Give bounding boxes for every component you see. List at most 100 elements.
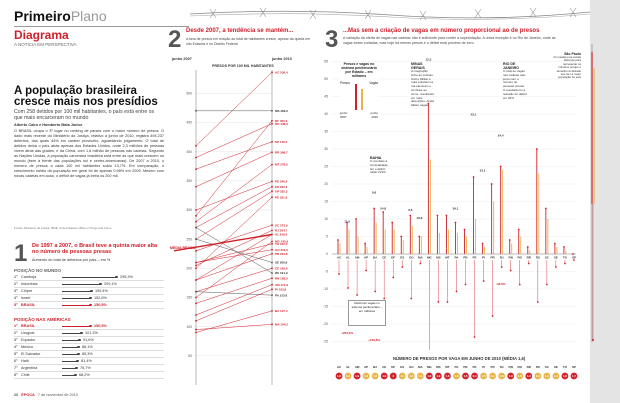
value-label: 11,9 bbox=[344, 219, 350, 223]
legend-box: Presos e vagas no sistema penitenciário … bbox=[340, 62, 378, 126]
slope-dot-right bbox=[271, 71, 273, 74]
ratio-value: 1,8 bbox=[509, 374, 513, 378]
slope-line bbox=[195, 224, 273, 252]
tick-label: 50 bbox=[188, 354, 192, 358]
ratio-circle bbox=[570, 372, 578, 380]
state-label: RS 191,9 bbox=[275, 271, 288, 275]
slope-dot-right bbox=[271, 229, 273, 232]
ratio-state: MG bbox=[427, 365, 432, 369]
rank-country: Indonésia bbox=[21, 282, 38, 286]
slope-dot-left bbox=[195, 264, 197, 267]
rank-position: 2º bbox=[14, 331, 18, 335]
rank-country: Chile bbox=[21, 373, 30, 377]
section-title: Primeiro bbox=[14, 8, 71, 24]
world-rank-label: POSIÇÃO NO MUNDO bbox=[14, 268, 62, 273]
slope-dot-left bbox=[195, 296, 197, 299]
rank-position: 5º bbox=[14, 352, 18, 356]
ratio-state: MT bbox=[445, 365, 449, 369]
ratio-circle bbox=[407, 372, 415, 380]
rank-country: Uruguai bbox=[21, 331, 35, 335]
deficit-dot bbox=[509, 269, 512, 272]
slope-line bbox=[195, 324, 273, 330]
state-label: RO 448,3 bbox=[275, 122, 288, 126]
barbed-wire-decoration bbox=[190, 7, 590, 21]
americas-rank-label: POSIÇÃO NAS AMÉRICAS bbox=[14, 317, 71, 322]
main-deck: Com 258 detidos por 100 mil habitantes, … bbox=[14, 109, 155, 121]
state-label: RJ 264,7 bbox=[275, 229, 288, 233]
slope-dot-right bbox=[271, 248, 273, 251]
deficit-value: +169,8% bbox=[368, 338, 380, 342]
ratio-state: BA bbox=[373, 365, 378, 369]
rank-dot bbox=[90, 289, 93, 293]
deficit-dot bbox=[383, 297, 386, 300]
state-label: PA bbox=[455, 256, 460, 260]
axis-label: PRESOS POR 100 MIL HABITANTES bbox=[212, 64, 274, 68]
rank-row: 1º BRASIL 150,5% bbox=[14, 323, 164, 330]
slope-dot-right bbox=[271, 294, 273, 297]
rank-position: 6º bbox=[14, 359, 18, 363]
rank-position: 5º bbox=[14, 303, 18, 307]
slope-line bbox=[195, 72, 273, 147]
presos-dot bbox=[553, 242, 556, 245]
deficit-dot bbox=[356, 294, 358, 296]
value-label: 54,8 bbox=[380, 206, 386, 210]
tick-label: -10 bbox=[323, 287, 328, 291]
note-minas-gerais: MINAS GERAIS A integração entre as políc… bbox=[411, 62, 435, 108]
value-label: 16,8 bbox=[416, 216, 422, 220]
ratio-state: DF bbox=[391, 365, 395, 369]
rank-value: 91,6% bbox=[83, 338, 94, 342]
ratio-circle bbox=[435, 372, 442, 380]
rank-position: 7º bbox=[14, 366, 18, 370]
section-subtitle: Plano bbox=[70, 8, 107, 24]
section3-deck: A variação da oferta de vagas nas cadeia… bbox=[343, 36, 556, 45]
legend-presos: Presos bbox=[340, 81, 350, 85]
state-label: MT bbox=[445, 256, 449, 260]
deficit-dot bbox=[491, 315, 494, 317]
rank-row: 2º Indonésia 209,1% bbox=[14, 281, 164, 288]
presos-dot bbox=[409, 214, 412, 217]
rank-dot bbox=[77, 345, 80, 349]
slope-line bbox=[195, 123, 273, 158]
value-label: 8,6 bbox=[372, 191, 377, 195]
ratio-value: 1,4 bbox=[491, 374, 495, 378]
slope-line bbox=[195, 152, 273, 187]
slope-dot-right bbox=[271, 240, 273, 243]
ratio-value: 1,3 bbox=[364, 374, 368, 378]
slope-dot-right bbox=[271, 283, 273, 286]
section1-subtitle: Aumento do total de detentos por país – … bbox=[32, 258, 111, 262]
slope-line bbox=[195, 241, 273, 298]
slope-line bbox=[195, 249, 273, 263]
ratio-value: 1,1 bbox=[400, 374, 404, 378]
ratio-value: 1,9 bbox=[382, 374, 386, 378]
ratio-state: SP bbox=[572, 365, 576, 369]
deficit-dot bbox=[392, 276, 395, 279]
presos-dot bbox=[481, 242, 484, 245]
slope-dot-right bbox=[271, 185, 273, 188]
ratio-state: RO bbox=[517, 365, 522, 369]
rank-position: 1º bbox=[14, 275, 18, 279]
section2-title: Desde 2007, a tendência se mantém... bbox=[186, 28, 294, 34]
state-label: PI 163,8 bbox=[275, 288, 287, 292]
slope-line bbox=[195, 310, 273, 333]
slope-dot-left bbox=[195, 238, 197, 241]
slope-dot-left bbox=[195, 185, 197, 188]
slope-line bbox=[195, 191, 273, 240]
state-label: GO bbox=[409, 256, 414, 260]
tick-label: 35 bbox=[324, 130, 328, 134]
rank-country: Chipre bbox=[21, 289, 33, 293]
ratio-circle bbox=[525, 372, 533, 380]
rank-row: 4º México 86,1% bbox=[14, 344, 164, 351]
slope-dot-right bbox=[271, 261, 273, 264]
state-label: SC bbox=[545, 256, 550, 260]
byline: Alberto Cairo e Humberto Maia Júnior bbox=[14, 123, 83, 127]
section1-number: 1 bbox=[14, 240, 28, 267]
ratio-circle bbox=[425, 372, 433, 380]
deficit-dot bbox=[518, 283, 521, 286]
rank-country: Haiti bbox=[21, 359, 29, 363]
state-label: AM bbox=[355, 256, 360, 260]
presos-dot bbox=[391, 221, 394, 224]
rank-dot bbox=[78, 338, 81, 342]
value-label: 12,3 bbox=[425, 58, 431, 62]
state-label: CE bbox=[382, 256, 386, 260]
tick-label: 15 bbox=[324, 200, 328, 204]
